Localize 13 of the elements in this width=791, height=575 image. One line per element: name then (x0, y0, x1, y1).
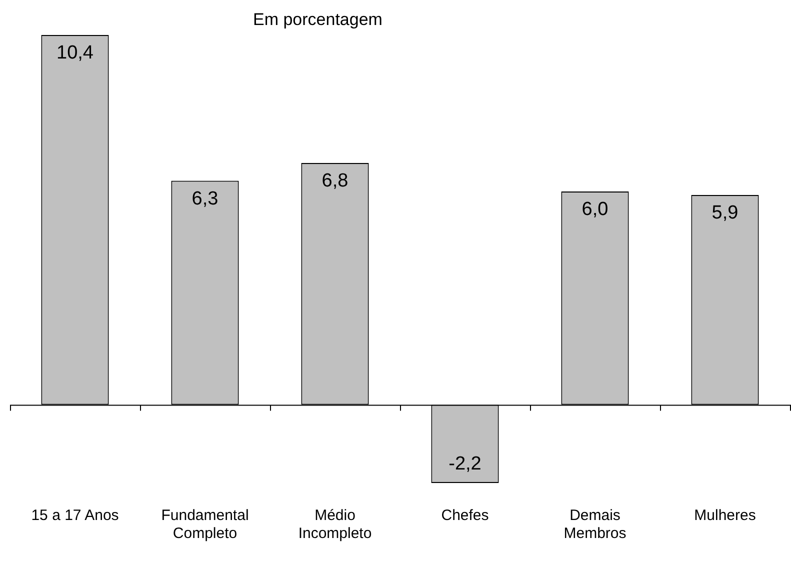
data-label: 6,8 (322, 170, 348, 192)
data-label: 10,4 (56, 42, 94, 64)
data-label: -2,2 (448, 454, 482, 475)
chart-subtitle: Em porcentagem (253, 10, 382, 30)
x-tick-label: Fundamental Completo (161, 507, 249, 542)
x-tick-label: 15 a 17 Anos (31, 507, 119, 524)
data-label: 5,9 (712, 202, 738, 224)
x-tick-label: Demais Membros (564, 507, 626, 542)
x-tick-label: Médio Incompleto (298, 507, 372, 542)
x-tick-label: Chefes (441, 507, 489, 524)
data-label: 6,3 (192, 188, 218, 210)
x-tick-label: Mulheres (694, 507, 756, 524)
data-label: 6,0 (582, 199, 608, 220)
